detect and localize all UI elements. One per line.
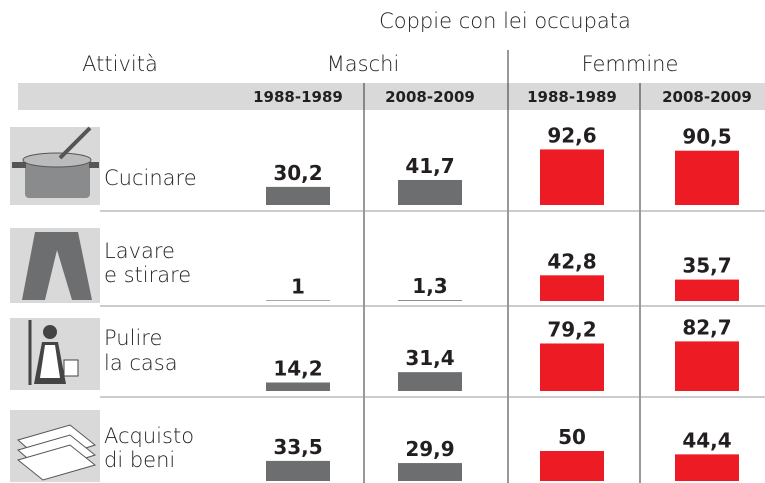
bar xyxy=(266,300,330,301)
series-header: 1988-1989 xyxy=(527,88,617,106)
value-label: 35,7 xyxy=(682,254,731,278)
icon-money xyxy=(10,410,100,482)
category-label: Acquisto xyxy=(104,424,194,448)
bar xyxy=(540,275,604,301)
bar xyxy=(398,463,462,481)
bar xyxy=(540,451,604,481)
category-label: di beni xyxy=(104,448,175,472)
value-label: 44,4 xyxy=(682,428,731,452)
value-label: 30,2 xyxy=(273,161,322,185)
value-label: 33,5 xyxy=(273,435,322,459)
value-label: 41,7 xyxy=(405,154,454,178)
page: Coppie con lei occupata Attività Cucinar… xyxy=(0,0,765,483)
category-label: Cucinare xyxy=(104,166,197,190)
value-label: 29,9 xyxy=(405,437,454,461)
bar xyxy=(675,280,739,301)
value-label: 1 xyxy=(291,274,305,298)
row-header: Attività xyxy=(82,52,158,76)
series-header: 2008-2009 xyxy=(662,88,752,106)
group-header: Maschi xyxy=(327,52,400,76)
bar xyxy=(398,372,462,391)
bar xyxy=(398,180,462,205)
value-label: 31,4 xyxy=(405,346,454,370)
chart-title: Coppie con lei occupata xyxy=(379,9,631,33)
bar xyxy=(540,149,604,205)
icon-pot xyxy=(10,127,100,205)
category-label: e stirare xyxy=(104,263,191,287)
bar xyxy=(675,454,739,481)
bar xyxy=(540,343,604,391)
series-header: 1988-1989 xyxy=(253,88,343,106)
value-label: 92,6 xyxy=(547,123,596,147)
value-label: 90,5 xyxy=(682,125,731,149)
value-label: 1,3 xyxy=(412,274,447,298)
category-label: la casa xyxy=(104,351,178,375)
category-label: Lavare xyxy=(104,239,175,263)
chart: Coppie con lei occupata Attività Cucinar… xyxy=(0,0,765,483)
value-label: 79,2 xyxy=(547,317,596,341)
category-label: Pulire xyxy=(104,326,162,350)
bar xyxy=(266,461,330,481)
value-label: 42,8 xyxy=(547,249,596,273)
series-header: 2008-2009 xyxy=(385,88,475,106)
bar xyxy=(266,187,330,205)
value-label: 82,7 xyxy=(682,315,731,339)
bar xyxy=(266,382,330,391)
icon-maid xyxy=(10,318,100,390)
bar xyxy=(675,151,739,205)
icon-pants xyxy=(10,228,100,303)
group-header: Femmine xyxy=(582,52,679,76)
bar xyxy=(398,300,462,301)
value-label: 14,2 xyxy=(273,356,322,380)
value-label: 50 xyxy=(558,425,586,449)
bar xyxy=(675,341,739,391)
